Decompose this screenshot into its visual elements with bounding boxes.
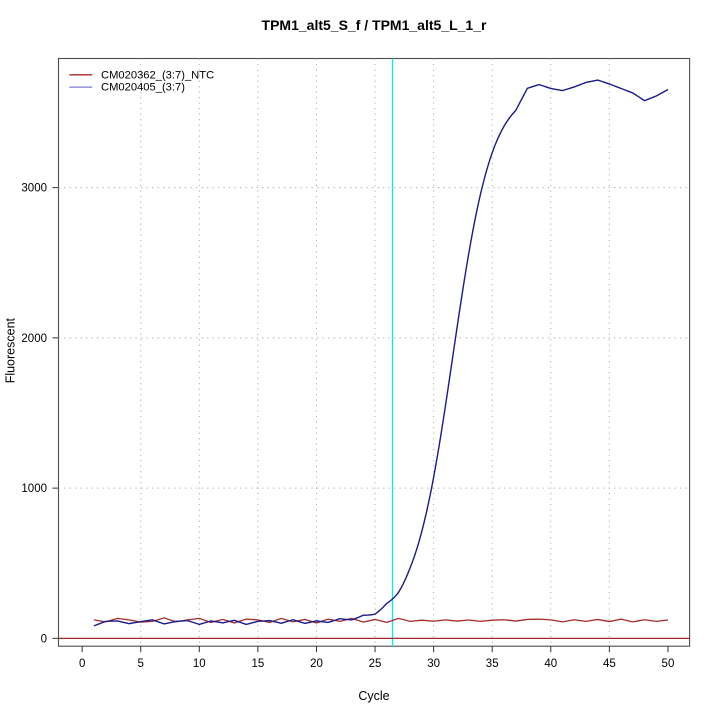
svg-text:3000: 3000	[21, 183, 47, 195]
svg-text:10: 10	[193, 658, 206, 670]
svg-text:35: 35	[486, 658, 499, 670]
svg-text:Cycle: Cycle	[358, 689, 389, 703]
svg-text:1000: 1000	[21, 483, 47, 495]
svg-text:CM020362_(3:7)_NTC: CM020362_(3:7)_NTC	[101, 69, 214, 81]
svg-text:5: 5	[138, 658, 144, 670]
svg-text:30: 30	[427, 658, 440, 670]
svg-text:15: 15	[251, 658, 264, 670]
svg-text:0: 0	[41, 633, 47, 645]
svg-text:Fluorescent: Fluorescent	[4, 317, 18, 383]
svg-text:CM020405_(3:7): CM020405_(3:7)	[101, 82, 185, 94]
svg-text:2000: 2000	[21, 333, 47, 345]
svg-text:40: 40	[544, 658, 557, 670]
svg-text:TPM1_alt5_S_f / TPM1_alt5_L_1_: TPM1_alt5_S_f / TPM1_alt5_L_1_r	[262, 17, 487, 33]
svg-text:0: 0	[79, 658, 85, 670]
svg-text:20: 20	[310, 658, 323, 670]
svg-text:50: 50	[662, 658, 675, 670]
svg-text:25: 25	[369, 658, 382, 670]
svg-text:45: 45	[603, 658, 616, 670]
